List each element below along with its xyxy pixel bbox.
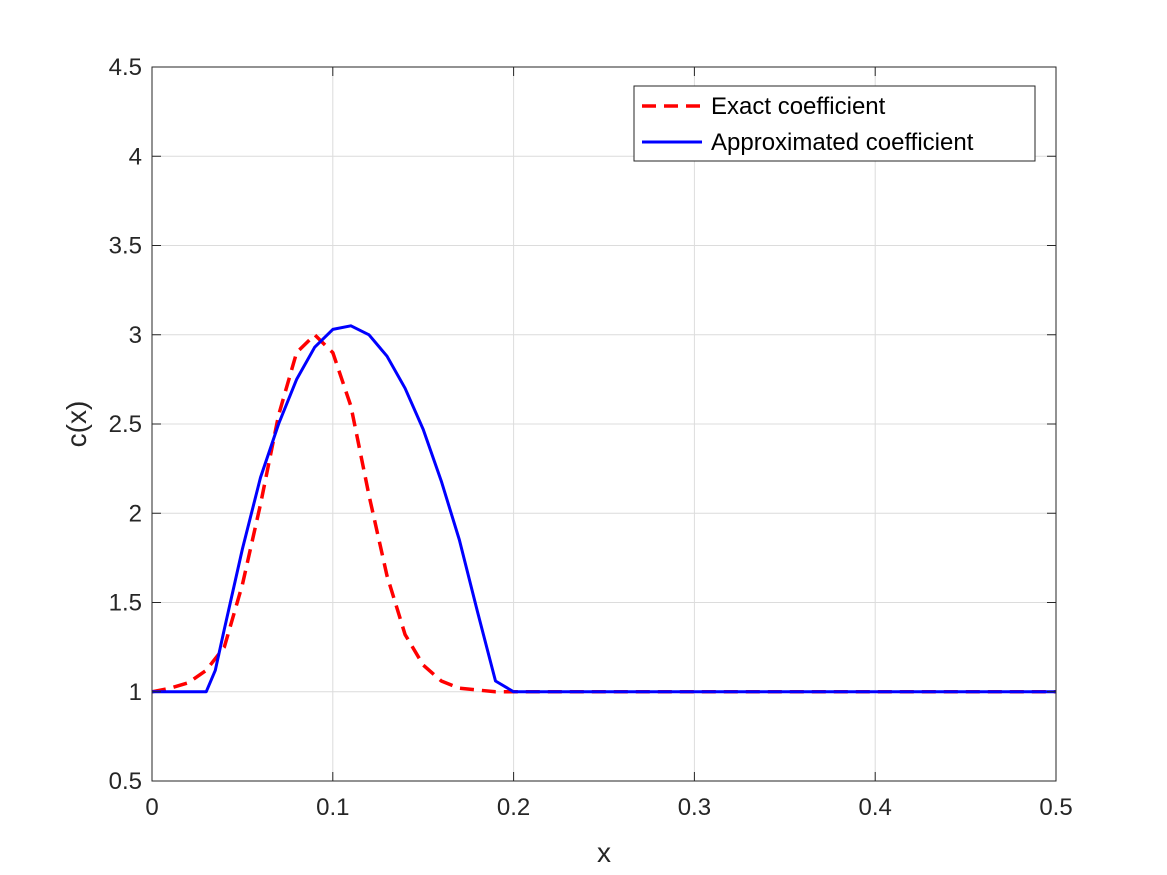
x-tick-label: 0.1 [316, 794, 349, 821]
approximated-coefficient-line [152, 324, 1056, 694]
y-tick-label: 1 [129, 679, 142, 706]
series-layer [151, 324, 1056, 694]
x-tick-label: 0.3 [678, 794, 711, 821]
x-tick-label: 0.2 [497, 794, 530, 821]
legend: Exact coefficient Approximated coefficie… [633, 85, 1036, 162]
x-tick-label: 0.5 [1039, 794, 1072, 821]
legend-box [633, 85, 1036, 162]
y-tick-label: 3 [129, 322, 142, 349]
y-tick-label: 3.5 [109, 233, 142, 260]
x-tick-label: 0 [145, 794, 158, 821]
x-axis-label: x [597, 837, 611, 868]
legend-label-approximated: Approximated coefficient [711, 129, 974, 156]
y-tick-label: 0.5 [109, 768, 142, 795]
y-tick-label: 1.5 [109, 590, 142, 617]
y-tick-label: 4.5 [109, 54, 142, 81]
y-tick-label: 4 [129, 143, 142, 170]
legend-label-exact: Exact coefficient [711, 93, 886, 120]
y-axis-label: c(x) [61, 401, 92, 448]
x-axis-ticks: 0 0.1 0.2 0.3 0.4 0.5 [145, 67, 1073, 821]
y-axis-ticks: 0.5 1 1.5 2 2.5 3 3.5 4 4.5 [109, 54, 1056, 795]
y-tick-label: 2 [129, 500, 142, 527]
y-tick-label: 2.5 [109, 411, 142, 438]
x-tick-label: 0.4 [859, 794, 892, 821]
